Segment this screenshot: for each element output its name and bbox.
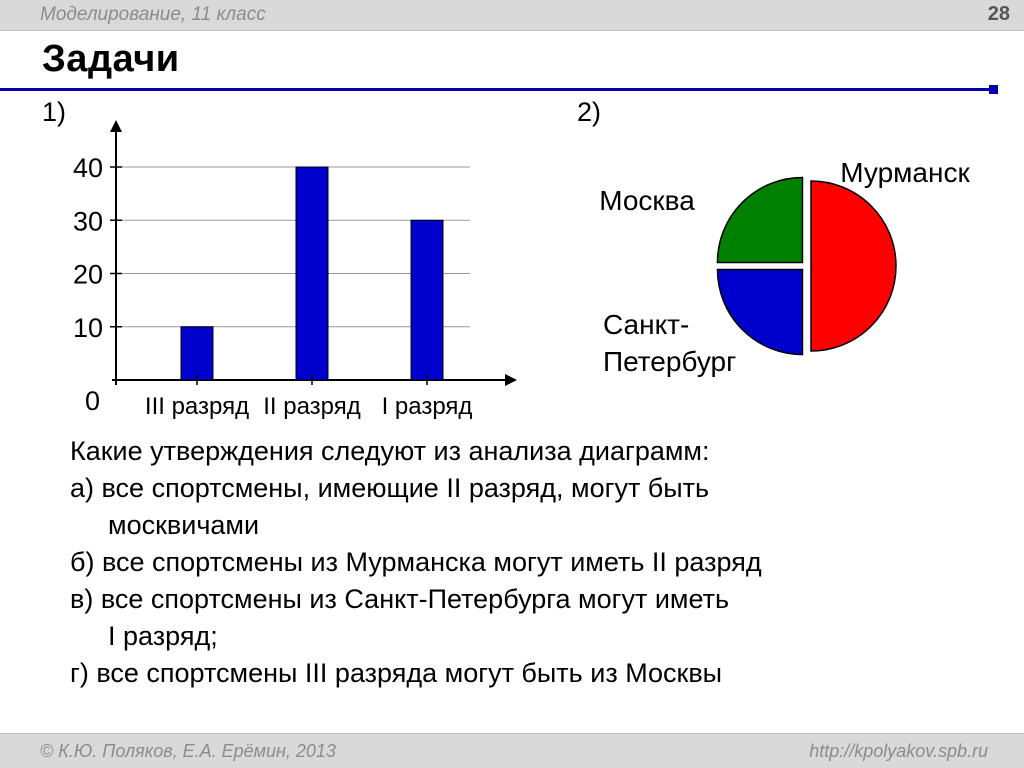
bar: [180, 326, 214, 381]
footer-authors: © К.Ю. Поляков, Е.А. Ерёмин, 2013: [40, 741, 336, 761]
pie-slice: [716, 176, 804, 264]
bar: [410, 219, 444, 381]
pie-slice-label: Петербург: [603, 346, 736, 377]
answer-d: г) все спортсмены III разряда могут быть…: [70, 655, 1010, 692]
header-bar: Моделирование, 11 класс 28: [0, 0, 1024, 31]
pie-slice-label: Санкт-: [603, 309, 689, 340]
answer-a-line-1: а) все спортсмены, имеющие II разряд, мо…: [70, 473, 710, 503]
y-tick-label: 20: [73, 260, 103, 290]
y-tick-label: 40: [73, 153, 103, 183]
y-tick-label: 0: [85, 386, 100, 416]
title-underline: [0, 85, 998, 94]
charts-area: 0 10 20 30 40 III разряд II разряд I разряд Мур…: [73, 120, 970, 420]
answer-c: в) все спортсмены из Санкт-Петербурга мо…: [70, 581, 1010, 655]
x-tick-label: II разряд: [263, 393, 361, 420]
answer-b-line-1: б) все спортсмены из Мурманска могут име…: [70, 547, 762, 577]
pie-chart: Мурманск Москва Санкт- Петербург: [599, 157, 970, 377]
pie-slice-label: Мурманск: [840, 157, 970, 188]
slide-number: 28: [987, 3, 1010, 25]
answer-b: б) все спортсмены из Мурманска могут име…: [70, 544, 1010, 581]
pie-slice-label: Москва: [599, 185, 695, 216]
question-block: Какие утверждения следуют из анализа диа…: [70, 433, 1010, 692]
slide-title: Задачи: [42, 38, 180, 80]
answer-c-line-2: I разряд;: [108, 621, 218, 651]
footer-bar: © К.Ю. Поляков, Е.А. Ерёмин, 2013 http:/…: [0, 733, 1024, 768]
y-tick-label: 10: [73, 313, 103, 343]
pie-slice: [716, 268, 804, 356]
x-tick-label: III разряд: [145, 393, 249, 420]
footer-url[interactable]: http://kpolyakov.spb.ru: [809, 741, 988, 761]
y-tick-label: 30: [73, 206, 103, 236]
answer-d-line-1: г) все спортсмены III разряда могут быть…: [70, 658, 723, 688]
pie-slice: [810, 180, 897, 352]
answer-a: а) все спортсмены, имеющие II разряд, мо…: [70, 470, 1010, 544]
part-label-2: 2): [577, 97, 602, 127]
part-label-1: 1): [42, 97, 67, 127]
answer-a-line-2: москвичами: [108, 510, 260, 540]
bar-chart: 0 10 20 30 40 III разряд II разряд I разряд: [73, 120, 517, 420]
x-tick-label: I разряд: [382, 393, 473, 420]
bar: [295, 166, 329, 381]
answer-c-line-1: в) все спортсмены из Санкт-Петербурга мо…: [70, 584, 730, 614]
question-intro: Какие утверждения следуют из анализа диа…: [70, 436, 710, 466]
course-label: Моделирование, 11 класс: [40, 4, 266, 25]
